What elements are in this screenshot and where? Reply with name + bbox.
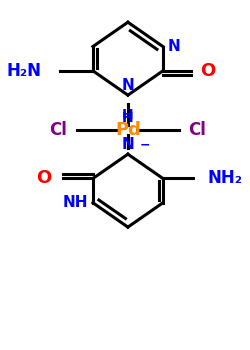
Text: N: N (122, 138, 134, 153)
Text: NH₂: NH₂ (207, 169, 242, 188)
Text: O: O (36, 169, 51, 188)
Text: Cl: Cl (188, 121, 206, 139)
Text: Cl: Cl (49, 121, 67, 139)
Text: H: H (122, 108, 134, 122)
Text: H₂N: H₂N (6, 62, 42, 80)
Text: NH: NH (63, 195, 88, 210)
Text: −: − (140, 139, 150, 152)
Text: O: O (200, 62, 216, 80)
Text: Pd: Pd (115, 121, 141, 139)
Text: N: N (168, 39, 180, 54)
Text: N: N (122, 78, 134, 93)
Text: H: H (122, 111, 134, 125)
